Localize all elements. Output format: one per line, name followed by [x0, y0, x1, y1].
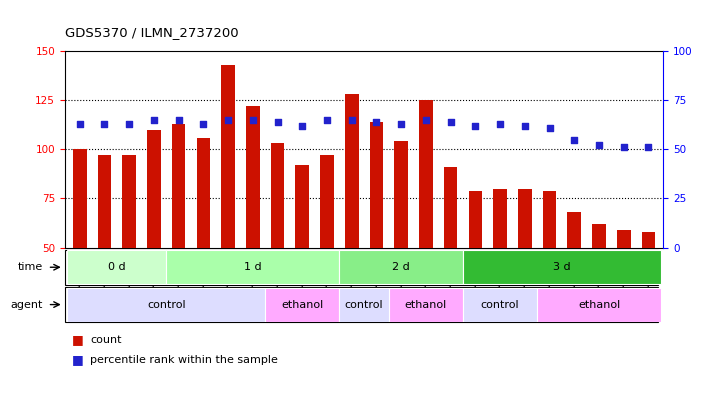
Text: 0 d: 0 d	[108, 262, 125, 272]
Bar	[221, 65, 235, 248]
Bar	[296, 165, 309, 248]
Text: 3 d: 3 d	[553, 262, 571, 272]
Bar	[265, 288, 340, 321]
Bar	[67, 250, 167, 284]
Point	[618, 144, 629, 151]
Point	[593, 142, 605, 149]
Bar	[370, 122, 384, 248]
Point	[296, 123, 308, 129]
Bar	[389, 288, 463, 321]
Point	[544, 125, 555, 131]
Text: count: count	[90, 335, 122, 345]
Bar	[518, 189, 531, 248]
Point	[469, 123, 481, 129]
Bar	[345, 94, 358, 248]
Text: ethanol: ethanol	[281, 299, 324, 310]
Text: GDS5370 / ILMN_2737200: GDS5370 / ILMN_2737200	[65, 26, 239, 39]
Text: control: control	[481, 299, 519, 310]
Bar	[463, 288, 537, 321]
Text: control: control	[345, 299, 384, 310]
Bar	[73, 149, 87, 248]
Bar	[340, 250, 463, 284]
Bar	[172, 124, 185, 248]
Bar	[444, 167, 457, 248]
Bar	[67, 288, 265, 321]
Bar	[493, 189, 507, 248]
Bar	[642, 232, 655, 248]
Point	[74, 121, 86, 127]
Text: percentile rank within the sample: percentile rank within the sample	[90, 354, 278, 365]
Point	[642, 144, 654, 151]
Text: agent: agent	[10, 299, 43, 310]
Bar	[419, 100, 433, 248]
Text: ■: ■	[72, 353, 84, 366]
Text: 2 d: 2 d	[392, 262, 410, 272]
Point	[222, 117, 234, 123]
Bar	[167, 250, 340, 284]
Point	[395, 121, 407, 127]
Point	[346, 117, 358, 123]
Bar	[123, 155, 136, 248]
Point	[445, 119, 456, 125]
Text: control: control	[147, 299, 185, 310]
Bar	[537, 288, 661, 321]
Bar	[320, 155, 334, 248]
Bar	[147, 130, 161, 248]
Point	[123, 121, 135, 127]
Bar	[469, 191, 482, 248]
Bar	[340, 288, 389, 321]
Point	[148, 117, 159, 123]
Bar	[197, 138, 210, 248]
Text: ethanol: ethanol	[578, 299, 620, 310]
Bar	[97, 155, 111, 248]
Bar	[463, 250, 661, 284]
Bar	[271, 143, 284, 248]
Text: ethanol: ethanol	[404, 299, 447, 310]
Point	[420, 117, 432, 123]
Bar	[567, 212, 581, 248]
Point	[569, 136, 580, 143]
Bar	[617, 230, 631, 248]
Point	[247, 117, 259, 123]
Point	[99, 121, 110, 127]
Bar	[543, 191, 557, 248]
Point	[272, 119, 283, 125]
Bar	[394, 141, 408, 248]
Point	[371, 119, 382, 125]
Point	[173, 117, 185, 123]
Text: 1 d: 1 d	[244, 262, 262, 272]
Point	[519, 123, 531, 129]
Point	[322, 117, 333, 123]
Text: ■: ■	[72, 333, 84, 347]
Point	[198, 121, 209, 127]
Bar	[246, 106, 260, 248]
Point	[495, 121, 506, 127]
Bar	[592, 224, 606, 248]
Text: time: time	[17, 262, 43, 272]
